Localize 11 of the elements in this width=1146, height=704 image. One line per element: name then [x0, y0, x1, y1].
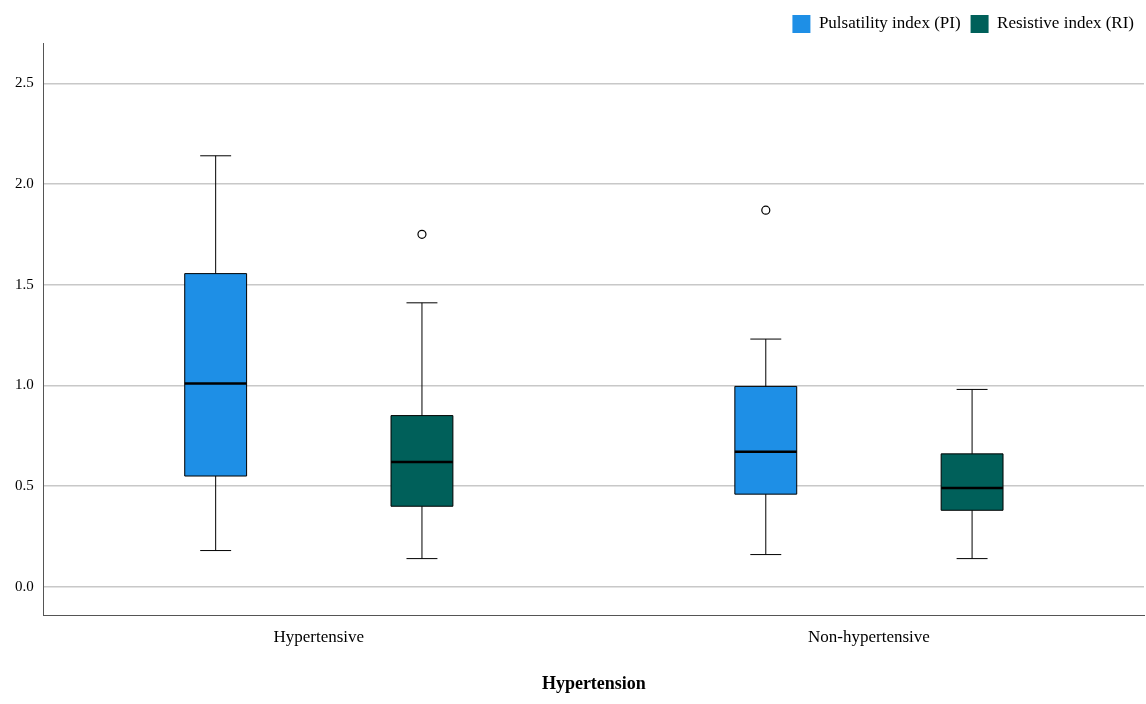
x-tick-label: Non-hypertensive	[808, 626, 930, 646]
y-tick-label: 1.5	[15, 275, 34, 292]
y-tick-label: 2.0	[15, 174, 34, 191]
y-tick-label: 2.5	[15, 74, 34, 91]
x-axis-title: Hypertension	[541, 672, 646, 693]
x-tick-label: Hypertensive	[273, 626, 365, 646]
y-tick-label: 1.0	[15, 376, 34, 393]
legend-label: Pulsatility index (PI)	[818, 13, 961, 33]
y-tick-label: 0.5	[15, 477, 34, 494]
legend-label: Resistive index (RI)	[997, 13, 1134, 33]
y-tick-label: 0.0	[15, 577, 34, 594]
